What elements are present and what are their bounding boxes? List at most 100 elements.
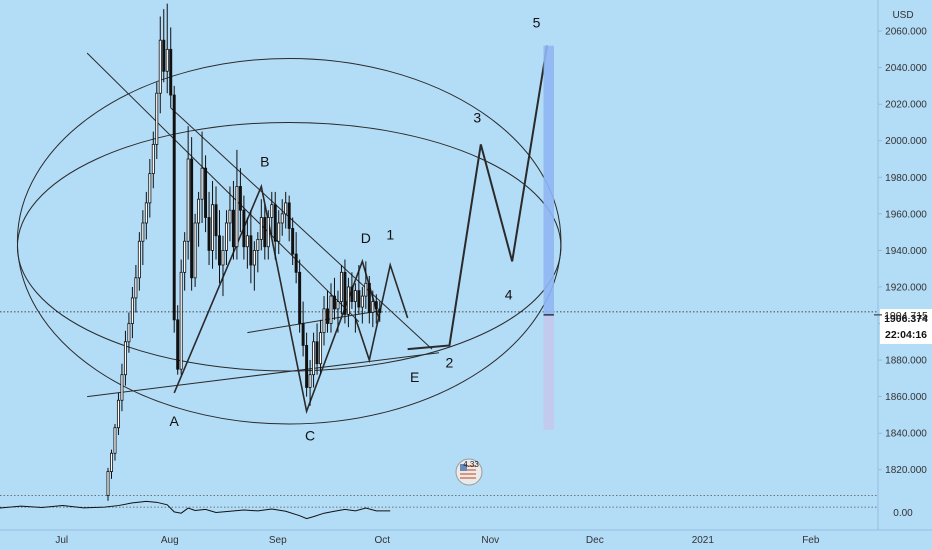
price-tick-label: 1920.000 [885,282,927,293]
secondary-price-label: 1904.715 [884,310,928,322]
wave-label: 4 [505,287,513,303]
candle-down [263,217,267,248]
target-zone [543,45,554,430]
candle-up [151,143,155,175]
candle-down [332,295,336,310]
candle-down [305,345,309,388]
candle-up [113,427,117,454]
candle-up [280,213,284,224]
flag-canton-icon [460,464,467,471]
candle-down [294,253,298,273]
candle-up [284,202,288,215]
candle-down [301,323,305,346]
candle-up [312,341,316,376]
indicator-tick-label: 0.00 [893,508,913,519]
candle-up [308,374,312,388]
candle-up [245,235,249,248]
time-axis-ticks: Jul Aug Sep Oct Nov Dec 2021 Feb [55,535,820,546]
indicator-line [0,500,391,520]
candle-down [315,341,319,365]
candle-up [256,239,260,251]
price-axis[interactable]: USD 1820.0001840.0001860.0001880.0001900… [874,0,932,530]
candle-up [277,222,281,242]
price-tick-label: 2060.000 [885,27,927,38]
candle-down [207,217,211,251]
time-tick-label: Aug [161,535,179,546]
time-tick-label: Oct [375,535,391,546]
time-tick-label: Nov [481,535,499,546]
candle-up [155,92,159,145]
candle-up [336,301,340,310]
candle-up [165,48,169,72]
candle-down [172,94,176,321]
candle-up [319,332,323,365]
price-tick-label: 2020.000 [885,100,927,111]
price-axis-background [878,0,932,530]
candle-up [235,186,239,248]
candle-up [197,198,201,224]
candle-up [148,173,152,204]
currency-label: USD [892,10,913,21]
wave-labels: A B C D 1 E 2 3 4 5 [170,14,541,443]
current-price-badge-box [880,309,932,344]
candle-up [221,249,225,266]
candle-up [353,290,357,302]
time-tick-label: Jul [55,535,68,546]
candle-up [193,222,197,279]
price-tick-label: 1940.000 [885,246,927,257]
wave-label: 5 [533,14,541,30]
price-tick-label: 1960.000 [885,209,927,220]
price-tick-label: 1840.000 [885,429,927,440]
candle-down [176,319,180,370]
candle-up [200,167,204,200]
current-price-value: 1906.374 [884,313,928,325]
candle-down [238,186,242,211]
candle-up [183,240,187,273]
wave-label: D [361,230,371,246]
target-zone-upper [543,45,554,315]
candle-up [106,471,110,496]
candle-down [291,228,295,255]
wave-label: E [410,369,419,385]
candle-down [231,209,235,248]
candle-up [329,295,333,324]
price-tick-label: 1860.000 [885,392,927,403]
candle-down [374,301,378,310]
wedge-trendline [247,310,380,334]
countdown-timer: 22:04:16 [885,329,927,341]
candle-up [123,341,127,376]
indicator-pane [0,495,878,520]
price-tick-label: 2000.000 [885,136,927,147]
candle-up [186,158,190,242]
candle-up [141,222,145,242]
candle-up [120,374,124,401]
candle-up [110,452,113,472]
candle-up [134,277,138,299]
candle-down [357,290,361,308]
candle-up [371,301,375,313]
candle-up [364,282,368,297]
candle-down [242,209,246,248]
candle-down [298,271,302,324]
candle-down [218,235,221,266]
candle-up [211,204,215,251]
current-price-badge[interactable]: 1906.374 22:04:16 [880,309,932,344]
wave-label: B [260,153,269,169]
time-tick-label: Sep [269,535,287,546]
badge[interactable]: 4.33 [455,458,483,486]
wedge-trendline [170,107,433,350]
candle-down [214,204,218,237]
candle-down [273,204,277,242]
candle-down [249,235,253,266]
candle-up [346,286,350,315]
candle-up [270,204,274,218]
time-axis[interactable]: Jul Aug Sep Oct Nov Dec 2021 Feb [0,529,932,546]
candle-up [360,295,364,308]
price-tick-label: 1880.000 [885,356,927,367]
candle-down [326,308,329,324]
price-tick-label: 1980.000 [885,173,927,184]
triangle-trendline [86,52,360,323]
wave-label: C [305,427,315,443]
